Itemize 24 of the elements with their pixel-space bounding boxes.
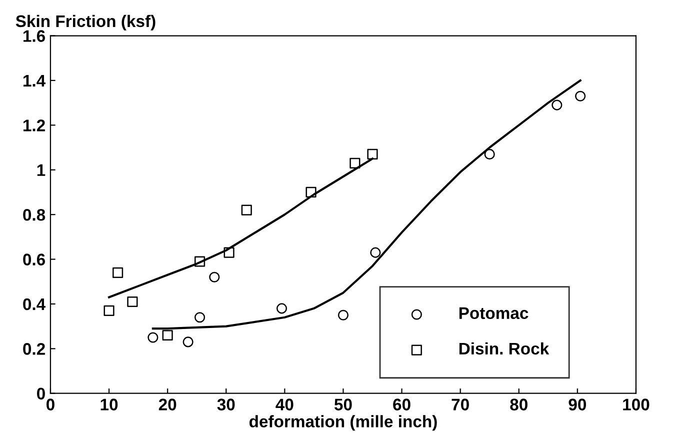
x-tick-label: 60 (393, 398, 410, 410)
y-tick-label: 0.4 (23, 298, 46, 310)
y-axis-title: Skin Friction (ksf) (16, 14, 156, 30)
x-tick-label: 50 (334, 398, 352, 410)
x-tick-label: 90 (568, 398, 586, 410)
y-tick-label: 0.6 (23, 254, 46, 266)
y-tick-label: 1.2 (23, 120, 45, 132)
x-tick-label: 30 (217, 398, 235, 410)
y-tick-label: 1.6 (23, 30, 46, 42)
x-tick-label: 70 (452, 398, 469, 410)
x-tick-label: 80 (510, 398, 528, 410)
y-tick-label: 1 (37, 164, 46, 176)
y-tick-label: 0.2 (23, 343, 45, 355)
y-tick-label: 0 (37, 388, 45, 400)
x-axis-title: deformation (mille inch) (249, 415, 437, 431)
legend-label: Disin. Rock (459, 342, 550, 355)
x-tick-label: 40 (276, 398, 294, 410)
legend-label: Potomac (459, 307, 528, 320)
x-tick-label: 20 (158, 398, 176, 410)
x-tick-label: 10 (100, 398, 118, 410)
x-tick-label: 0 (46, 398, 54, 410)
y-tick-label: 1.4 (23, 75, 46, 86)
y-tick-label: 0.8 (23, 208, 46, 221)
x-tick-label: 100 (623, 398, 650, 410)
